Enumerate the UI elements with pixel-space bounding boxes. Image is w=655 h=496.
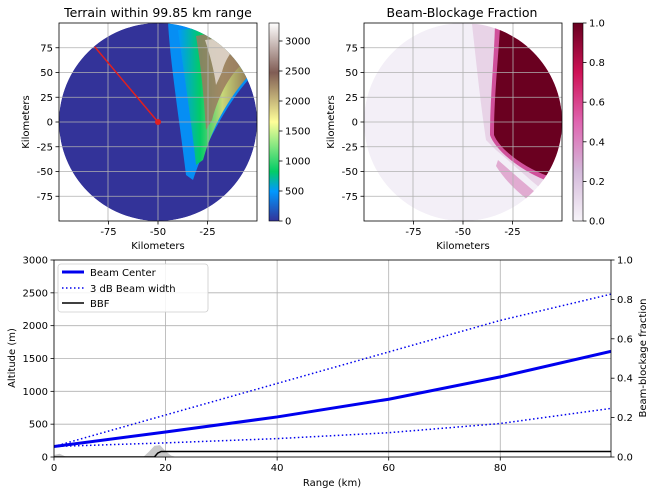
y-tick-label: -75 — [37, 192, 53, 203]
colorbar-tick-label: 0.6 — [589, 98, 605, 109]
x-tick-label: -50 — [150, 227, 166, 238]
colorbar-tick-label: 2000 — [285, 97, 310, 108]
radar-site-marker — [155, 119, 161, 125]
terrain-ticks: -75 -50 -25 75 50 25 0 -25 -50 -75 — [37, 43, 216, 238]
y-tick-label: 75 — [345, 43, 358, 54]
profile-xlabel: Range (km) — [303, 478, 361, 489]
legend-label-bbf: BBF — [90, 299, 110, 310]
profile-ticks: 0 20 40 60 80 0 500 1000 1500 2000 2500 3000 0.0 0.2 0… — [23, 256, 633, 475]
y-tick-label: -25 — [342, 142, 358, 153]
terrain-ylabel: Kilometers — [21, 95, 32, 149]
bbf-map — [364, 23, 562, 221]
y-tick-label: 25 — [40, 93, 53, 104]
terrain-summit — [205, 38, 232, 85]
y-tick-label: -50 — [37, 167, 53, 178]
beam-center-line — [54, 349, 611, 448]
y-tick-label: 2000 — [23, 321, 48, 332]
colorbar-tick-label: 0.8 — [589, 58, 605, 69]
colorbar-tick-label: 2500 — [285, 67, 310, 78]
x-tick-label: -50 — [455, 227, 471, 238]
legend-box — [57, 263, 209, 313]
x-tick-label: 60 — [382, 463, 395, 474]
bbf-panel: Beam-Blockage Fraction -75 -50 -257550250-… — [326, 5, 605, 252]
colorbar-tick-label: 0 — [285, 217, 291, 228]
radar-beam-line — [94, 46, 159, 123]
y2-tick-label: 0.4 — [617, 374, 633, 385]
y-tick-label: 500 — [29, 420, 48, 431]
y-tick-label: 50 — [40, 68, 53, 79]
terrain-panel: Terrain within 99.85 km range -75 -50 -25 7… — [21, 5, 310, 252]
bbf-line — [54, 450, 611, 457]
profile-plot — [54, 293, 611, 457]
colorbar-tick-label: 1.0 — [589, 19, 605, 30]
y-tick-label: 50 — [345, 68, 358, 79]
colorbar-tick-label: 1500 — [285, 127, 310, 138]
y-tick-label: 2500 — [23, 288, 48, 299]
x-tick-label: -25 — [199, 227, 215, 238]
colorbar-tick-label: 0.2 — [589, 177, 605, 188]
bbf-colorbar-ticks: 0.0 0.2 0.4 0.6 0.8 1.0 — [583, 19, 605, 228]
y2-tick-label: 0.8 — [617, 295, 633, 306]
colorbar-tick-label: 500 — [285, 187, 304, 198]
profile-ylabel: Altitude (m) — [7, 328, 18, 388]
colorbar-tick-label: 1000 — [285, 157, 310, 168]
y-tick-label: 1500 — [23, 354, 48, 365]
profile-legend: Beam Center 3 dB Beam width BBF — [57, 263, 209, 313]
legend-label-beam-width: 3 dB Beam width — [90, 284, 176, 295]
y-tick-label: 25 — [345, 93, 358, 104]
y-tick-label: 1000 — [23, 387, 48, 398]
bbf-streak — [496, 160, 540, 200]
colorbar-tick-label: 3000 — [285, 37, 310, 48]
y-tick-label: 75 — [40, 43, 53, 54]
terrain-profile — [54, 445, 177, 457]
y2-tick-label: 0.2 — [617, 413, 633, 424]
x-tick-label: 0 — [51, 463, 57, 474]
colorbar-tick-label: 0.4 — [589, 137, 605, 148]
y2-tick-label: 1.0 — [617, 256, 633, 267]
colorbar-tick-label: 0.0 — [589, 217, 605, 228]
beam-width-lower-line — [54, 407, 611, 448]
y-tick-label: -25 — [37, 142, 53, 153]
y-tick-label: -75 — [342, 192, 358, 203]
y-tick-label: 0 — [352, 118, 358, 129]
x-tick-label: 80 — [494, 463, 507, 474]
y-tick-label: -50 — [342, 167, 358, 178]
legend-label-beam-center: Beam Center — [90, 268, 157, 279]
x-tick-label: -25 — [504, 227, 520, 238]
bbf-ylabel: Kilometers — [326, 95, 337, 149]
y2-tick-label: 0.6 — [617, 334, 633, 345]
profile-y2label: Beam-blockage fraction — [638, 298, 649, 417]
x-tick-label: 20 — [159, 463, 172, 474]
beam-width-upper-line — [54, 293, 611, 448]
y-tick-label: 3000 — [23, 256, 48, 267]
profile-panel: 0 20 40 60 80 0 500 1000 1500 2000 2500 3000 0.0 0.2 0… — [7, 256, 649, 490]
terrain-colorbar-ticks: 0 500 1000 1500 2000 2500 3000 — [279, 37, 310, 228]
x-tick-label: 40 — [271, 463, 284, 474]
bbf-ticks: -75 -50 -25 75 50 25 0 -25 -50 -75 — [342, 43, 521, 238]
bbf-title: Beam-Blockage Fraction — [387, 5, 538, 20]
terrain-colorbar — [268, 22, 280, 222]
y-tick-label: 0 — [47, 118, 53, 129]
x-tick-label: -75 — [405, 227, 421, 238]
x-tick-label: -75 — [100, 227, 116, 238]
y2-tick-label: 0.0 — [617, 453, 633, 464]
bbf-colorbar — [572, 22, 584, 222]
terrain-title: Terrain within 99.85 km range — [63, 5, 252, 20]
bbf-grid-h — [364, 47, 562, 197]
y-tick-label: 0 — [42, 453, 48, 464]
terrain-xlabel: Kilometers — [131, 241, 185, 252]
profile-series — [54, 293, 611, 457]
bbf-xlabel: Kilometers — [436, 241, 490, 252]
